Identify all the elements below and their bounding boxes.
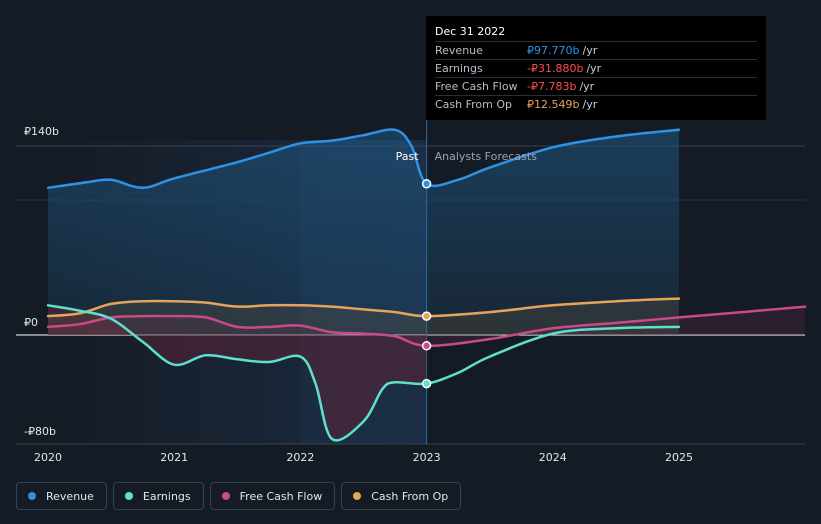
earnings-area bbox=[48, 305, 427, 441]
tooltip-value: ₽97.770b bbox=[527, 44, 580, 57]
x-tick-label: 2022 bbox=[286, 451, 314, 464]
legend-label: Free Cash Flow bbox=[239, 489, 323, 503]
earnings-marker bbox=[421, 378, 432, 389]
cash-from-op-line bbox=[46, 297, 681, 318]
tooltip-value: ₽12.549b bbox=[527, 98, 580, 111]
tooltip-value: -₽31.880b bbox=[527, 62, 584, 75]
free-cash-flow-line bbox=[46, 305, 807, 348]
forecast-label: Analysts Forecasts bbox=[435, 150, 538, 163]
tooltip-label: Free Cash Flow bbox=[435, 80, 518, 93]
earnings-line bbox=[46, 304, 681, 442]
fcf-marker bbox=[421, 341, 432, 351]
tooltip-row: Free Cash Flow -₽7.783b/yr bbox=[435, 77, 757, 95]
legend-dot-icon bbox=[221, 492, 230, 500]
tooltip-row: Revenue ₽97.770b/yr bbox=[435, 41, 757, 59]
past-label: Past bbox=[396, 150, 420, 163]
legend-earnings[interactable]: Earnings bbox=[112, 482, 204, 510]
x-tick-label: 2023 bbox=[413, 451, 441, 464]
y-tick-label: ₽140b bbox=[24, 125, 59, 138]
revenue-marker bbox=[421, 179, 432, 189]
legend-label: Cash From Op bbox=[371, 489, 449, 503]
tooltip-unit: /yr bbox=[579, 80, 595, 93]
tooltip-value: -₽7.783b bbox=[527, 80, 577, 93]
x-tick-label: 2020 bbox=[34, 451, 62, 464]
tooltip-label: Cash From Op bbox=[435, 98, 513, 111]
cash-from-op-marker bbox=[421, 311, 432, 321]
revenue-area bbox=[48, 129, 679, 335]
cash-from-op-area bbox=[48, 298, 679, 335]
revenue-line bbox=[46, 128, 681, 190]
tooltip-row: Earnings -₽31.880b/yr bbox=[435, 59, 757, 77]
tooltip-unit: /yr bbox=[582, 98, 598, 111]
legend-free-cash-flow[interactable]: Free Cash Flow bbox=[209, 482, 336, 510]
legend-dot-icon bbox=[28, 492, 36, 500]
x-tick-label: 2021 bbox=[160, 451, 188, 464]
legend-label: Revenue bbox=[46, 489, 94, 503]
legend-revenue[interactable]: Revenue bbox=[16, 482, 107, 510]
legend-dot-icon bbox=[353, 492, 362, 500]
legend-label: Earnings bbox=[142, 489, 191, 503]
legend-dot-icon bbox=[124, 492, 133, 500]
tooltip-label: Revenue bbox=[435, 44, 483, 57]
tooltip-row: Cash From Op ₽12.549b/yr bbox=[435, 95, 757, 113]
tooltip-unit: /yr bbox=[586, 62, 602, 75]
x-tick-label: 2024 bbox=[539, 451, 567, 464]
y-tick-label: -₽80b bbox=[24, 425, 56, 438]
tooltip-date: Dec 31 2022 bbox=[435, 25, 506, 38]
legend: Revenue Earnings Free Cash Flow Cash From O… bbox=[16, 482, 462, 510]
tooltip: Dec 31 2022 Revenue ₽97.770b/yr Earnings -₽… bbox=[426, 16, 766, 120]
x-tick-label: 2025 bbox=[665, 451, 693, 464]
tooltip-unit: /yr bbox=[582, 44, 598, 57]
tooltip-label: Earnings bbox=[435, 62, 483, 75]
y-tick-label: ₽0 bbox=[24, 316, 38, 329]
legend-cash-from-op[interactable]: Cash From Op bbox=[341, 482, 462, 510]
